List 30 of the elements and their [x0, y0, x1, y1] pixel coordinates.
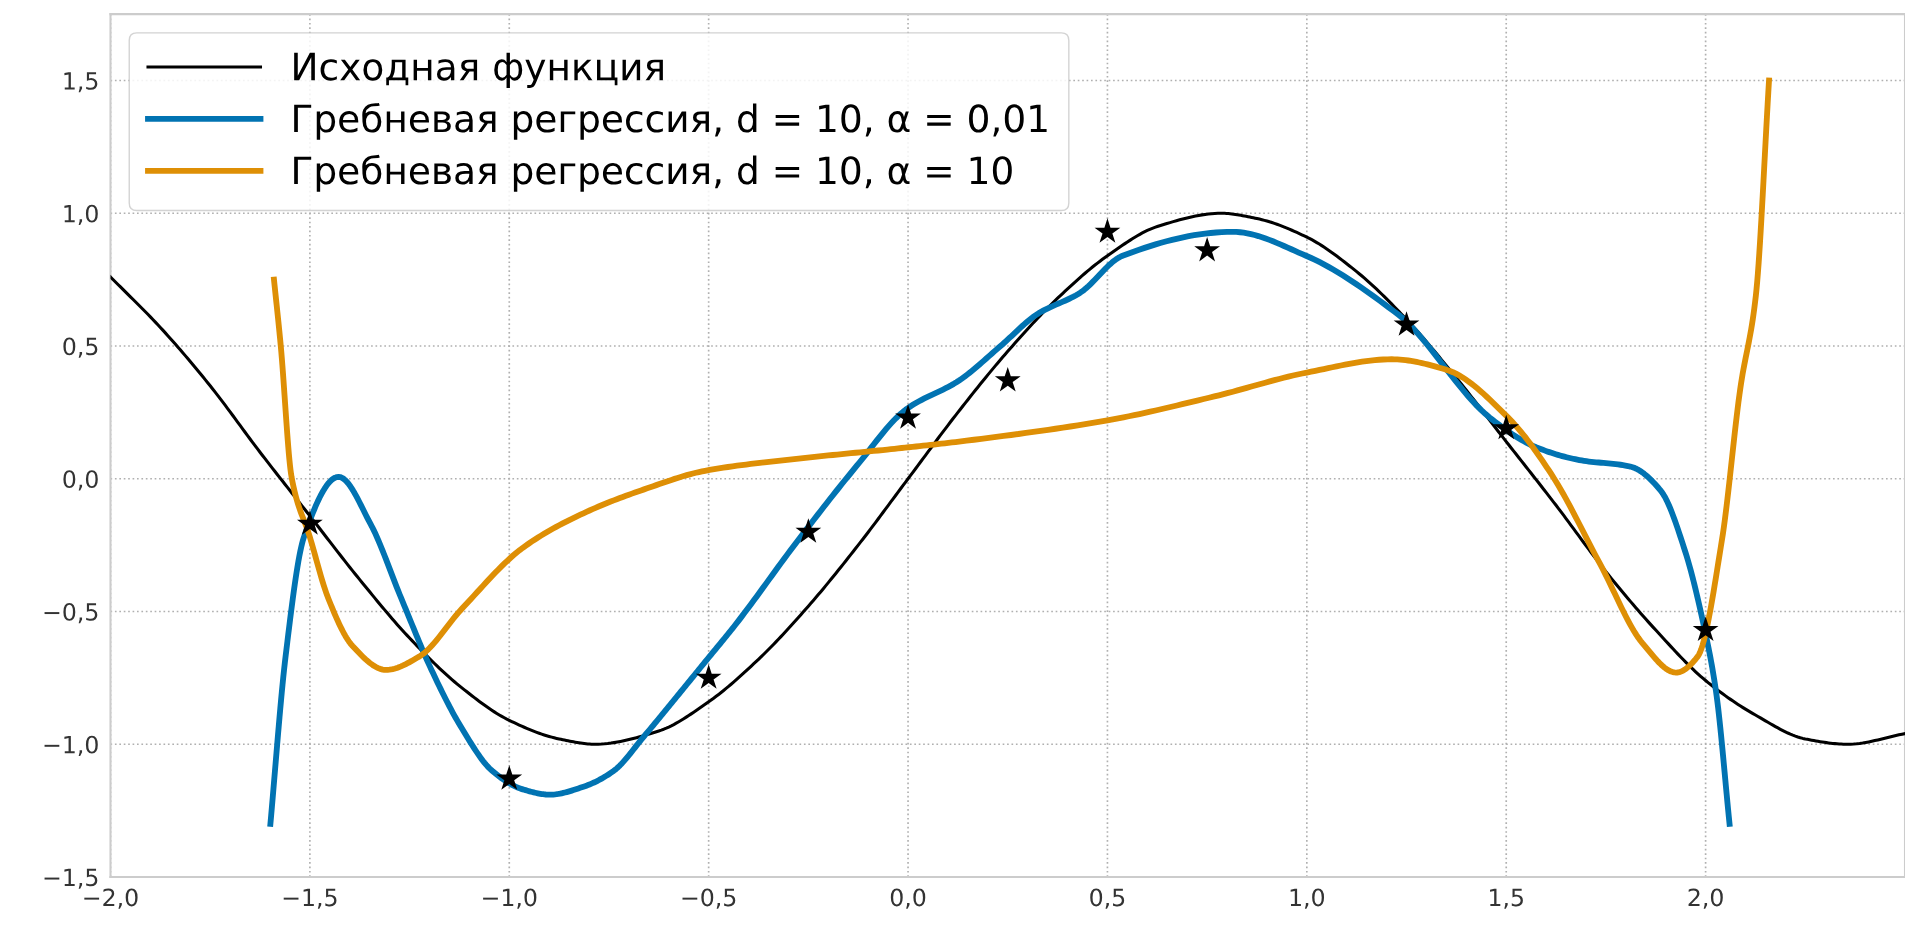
point	[1094, 218, 1121, 243]
point	[1393, 311, 1420, 336]
point	[496, 765, 523, 790]
y-tick-label: 1,0	[64, 204, 98, 225]
point	[1493, 414, 1520, 440]
legend-label: Гребневая регрессия, d = 10, α = 10	[294, 154, 1012, 192]
y-tick-label: −1,5	[44, 868, 98, 889]
legend-label: Гребневая регрессия, d = 10, α = 0,01	[294, 102, 1047, 140]
x-tick-label: 1,5	[1490, 888, 1523, 909]
y-tick-label: −0,5	[44, 602, 98, 624]
y-tick-label: 1,5	[64, 72, 98, 93]
x-tick-label: −1,5	[283, 888, 337, 909]
x-tick-label: −2,0	[84, 888, 138, 909]
x-tick-label: 0,0	[890, 888, 926, 909]
x-tick-label: 2,0	[1688, 888, 1723, 909]
y-tick-label: −1,0	[44, 735, 98, 756]
point	[1194, 236, 1221, 262]
x-tick-label: −1,0	[483, 888, 537, 909]
point	[994, 366, 1021, 392]
y-tick-label: 0,5	[63, 337, 98, 358]
point	[895, 404, 921, 429]
point	[297, 510, 323, 535]
point	[795, 518, 822, 543]
x-tick-label: −0,5	[682, 888, 736, 909]
x-tick-label: 0,5	[1090, 888, 1125, 909]
point	[695, 664, 722, 689]
legend-label: Исходная функция	[294, 52, 663, 88]
y-tick-label: 0,0	[63, 470, 98, 491]
point	[1692, 616, 1719, 642]
x-tick-label: 1,0	[1290, 888, 1325, 909]
